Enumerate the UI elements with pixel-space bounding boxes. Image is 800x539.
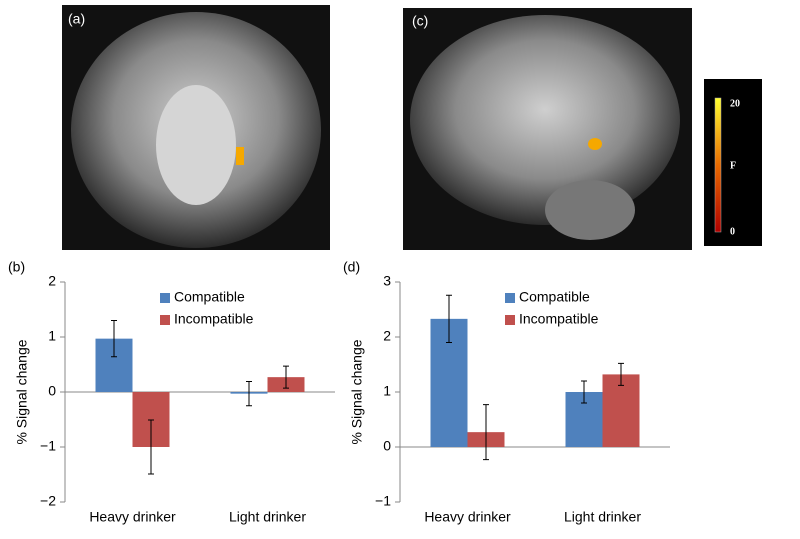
error-bar — [483, 404, 489, 461]
y-tick-label: 1 — [48, 328, 56, 344]
y-tick-label: 2 — [383, 328, 391, 344]
y-tick-label: −1 — [40, 438, 56, 454]
panel-label: (c) — [412, 13, 428, 29]
x-tick-label: Heavy drinker — [89, 509, 176, 525]
y-axis-label: % Signal change — [14, 339, 30, 444]
legend-label: Incompatible — [174, 311, 254, 327]
y-tick-label: −2 — [40, 493, 56, 509]
error-bar — [446, 294, 452, 343]
error-bar — [246, 381, 252, 407]
legend-label: Incompatible — [519, 311, 599, 327]
sagittal-image — [403, 8, 692, 250]
legend-label: Compatible — [519, 289, 590, 305]
y-tick-label: 3 — [383, 273, 391, 289]
y-tick-label: 0 — [383, 438, 391, 454]
y-tick-label: −1 — [375, 493, 391, 509]
bar — [602, 374, 640, 447]
legend-swatch — [505, 293, 515, 303]
panel-label: (b) — [8, 259, 25, 275]
colorbar-label: F — [730, 160, 736, 171]
y-tick-label: 1 — [383, 383, 391, 399]
y-tick-label: 0 — [48, 383, 56, 399]
colorbar-tick: 20 — [730, 98, 740, 109]
legend-swatch — [160, 315, 170, 325]
panel-label: (a) — [68, 11, 85, 27]
colorbar: F — [704, 79, 762, 246]
legend-swatch — [505, 315, 515, 325]
y-axis-label: % Signal change — [349, 339, 365, 444]
legend-swatch — [160, 293, 170, 303]
y-tick-label: 2 — [48, 273, 56, 289]
panel-label: (d) — [343, 259, 360, 275]
error-bar — [581, 380, 587, 404]
x-tick-label: Light drinker — [229, 509, 306, 525]
x-tick-label: Light drinker — [564, 509, 641, 525]
colorbar-tick: 0 — [730, 226, 735, 237]
error-bar — [148, 419, 154, 475]
error-bar — [618, 362, 624, 386]
x-tick-label: Heavy drinker — [424, 509, 511, 525]
error-bar — [283, 365, 289, 389]
coronal-image — [62, 5, 330, 250]
error-bar — [111, 320, 117, 358]
legend-label: Compatible — [174, 289, 245, 305]
